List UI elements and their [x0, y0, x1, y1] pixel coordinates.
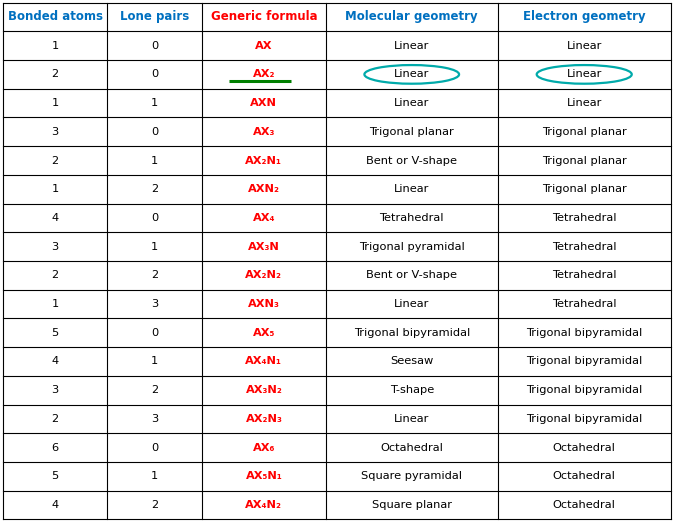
Text: 2: 2	[51, 156, 59, 165]
Text: AX₃: AX₃	[253, 127, 275, 137]
Text: 2: 2	[51, 69, 59, 79]
Text: Linear: Linear	[567, 98, 602, 108]
Text: 1: 1	[151, 242, 158, 252]
Text: AX₂N₁: AX₂N₁	[245, 156, 282, 165]
Text: 2: 2	[151, 385, 158, 395]
Text: Lone pairs: Lone pairs	[120, 10, 189, 23]
Text: Octahedral: Octahedral	[553, 471, 615, 481]
Text: Linear: Linear	[394, 414, 429, 424]
Text: AX₄: AX₄	[253, 213, 275, 223]
Text: Linear: Linear	[394, 69, 429, 79]
Text: Trigonal bipyramidal: Trigonal bipyramidal	[526, 328, 642, 338]
Text: Linear: Linear	[394, 41, 429, 51]
Text: Linear: Linear	[567, 69, 602, 79]
Text: AXN₃: AXN₃	[248, 299, 280, 309]
Text: Trigonal pyramidal: Trigonal pyramidal	[359, 242, 464, 252]
Text: Trigonal bipyramidal: Trigonal bipyramidal	[526, 414, 642, 424]
Text: Linear: Linear	[394, 299, 429, 309]
Text: 2: 2	[151, 184, 158, 194]
Text: Bent or V-shape: Bent or V-shape	[366, 270, 457, 280]
Text: 1: 1	[51, 98, 59, 108]
Text: Trigonal bipyramidal: Trigonal bipyramidal	[526, 357, 642, 366]
Text: AX₂N₂: AX₂N₂	[245, 270, 282, 280]
Text: 2: 2	[51, 270, 59, 280]
Text: Octahedral: Octahedral	[553, 443, 615, 453]
Text: Trigonal bipyramidal: Trigonal bipyramidal	[354, 328, 470, 338]
Text: AX₃N: AX₃N	[248, 242, 280, 252]
Text: AX₄N₂: AX₄N₂	[245, 500, 282, 510]
Text: 1: 1	[151, 98, 158, 108]
Text: 1: 1	[151, 357, 158, 366]
Text: Tetrahedral: Tetrahedral	[552, 270, 617, 280]
Text: 1: 1	[51, 184, 59, 194]
Text: 3: 3	[51, 385, 59, 395]
Text: AXN₂: AXN₂	[248, 184, 280, 194]
Text: 4: 4	[51, 213, 59, 223]
Text: AX₄N₁: AX₄N₁	[245, 357, 282, 366]
Text: Bonded atoms: Bonded atoms	[7, 10, 102, 23]
Text: Linear: Linear	[567, 41, 602, 51]
Text: 2: 2	[151, 270, 158, 280]
Text: 5: 5	[51, 328, 59, 338]
Text: 0: 0	[151, 69, 158, 79]
Text: Trigonal bipyramidal: Trigonal bipyramidal	[526, 385, 642, 395]
Text: 3: 3	[51, 127, 59, 137]
Text: AX₆: AX₆	[253, 443, 275, 453]
Text: Square planar: Square planar	[372, 500, 452, 510]
Text: Tetrahedral: Tetrahedral	[552, 213, 617, 223]
Text: T-shape: T-shape	[390, 385, 434, 395]
Text: 1: 1	[151, 156, 158, 165]
Text: Tetrahedral: Tetrahedral	[552, 242, 617, 252]
Text: Electron geometry: Electron geometry	[523, 10, 646, 23]
Text: 3: 3	[51, 242, 59, 252]
Text: 1: 1	[51, 299, 59, 309]
Text: Bent or V-shape: Bent or V-shape	[366, 156, 457, 165]
Text: AX₂: AX₂	[253, 69, 275, 79]
Text: Trigonal planar: Trigonal planar	[542, 184, 627, 194]
Text: Generic formula: Generic formula	[210, 10, 317, 23]
Text: Octahedral: Octahedral	[553, 500, 615, 510]
Text: Seesaw: Seesaw	[390, 357, 433, 366]
Text: Linear: Linear	[394, 184, 429, 194]
Text: 2: 2	[51, 414, 59, 424]
Text: Trigonal planar: Trigonal planar	[369, 127, 454, 137]
Text: Molecular geometry: Molecular geometry	[345, 10, 478, 23]
Text: Trigonal planar: Trigonal planar	[542, 156, 627, 165]
Text: AX: AX	[255, 41, 273, 51]
Text: AXN: AXN	[251, 98, 278, 108]
Text: Tetrahedral: Tetrahedral	[552, 299, 617, 309]
Text: 3: 3	[151, 299, 158, 309]
Text: Square pyramidal: Square pyramidal	[361, 471, 462, 481]
Text: 6: 6	[51, 443, 59, 453]
Text: Octahedral: Octahedral	[380, 443, 443, 453]
Text: 3: 3	[151, 414, 158, 424]
Text: AX₅N₁: AX₅N₁	[245, 471, 282, 481]
Text: 0: 0	[151, 328, 158, 338]
Text: 0: 0	[151, 443, 158, 453]
Text: 0: 0	[151, 213, 158, 223]
Text: 1: 1	[151, 471, 158, 481]
Text: 1: 1	[51, 41, 59, 51]
Text: 5: 5	[51, 471, 59, 481]
Text: 4: 4	[51, 357, 59, 366]
Text: Linear: Linear	[394, 98, 429, 108]
Text: AX₃N₂: AX₃N₂	[245, 385, 282, 395]
Text: 0: 0	[151, 41, 158, 51]
Text: AX₅: AX₅	[253, 328, 275, 338]
Text: Trigonal planar: Trigonal planar	[542, 127, 627, 137]
Text: 2: 2	[151, 500, 158, 510]
Text: 4: 4	[51, 500, 59, 510]
Text: Tetrahedral: Tetrahedral	[379, 213, 444, 223]
Text: AX₂N₃: AX₂N₃	[245, 414, 282, 424]
Text: 0: 0	[151, 127, 158, 137]
